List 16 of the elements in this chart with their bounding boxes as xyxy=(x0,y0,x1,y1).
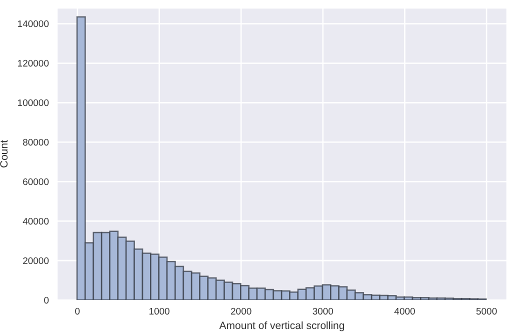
x-tick-label: 0 xyxy=(74,306,80,318)
y-tick-label: 0 xyxy=(44,295,49,306)
y-tick-label: 40000 xyxy=(22,216,49,228)
y-tick-label: 120000 xyxy=(17,58,49,70)
x-tick-label: 4000 xyxy=(394,306,416,318)
y-tick-label: 100000 xyxy=(17,98,49,110)
x-tick-label: 2000 xyxy=(230,306,252,318)
y-tick-label: 140000 xyxy=(17,19,49,30)
y-tick-label: 60000 xyxy=(22,176,49,188)
x-tick-label: 1000 xyxy=(148,306,170,318)
x-axis-title: Amount of vertical scrolling xyxy=(219,320,345,332)
x-tick-label: 5000 xyxy=(476,306,498,318)
y-tick-label: 20000 xyxy=(22,256,49,267)
x-tick-label: 3000 xyxy=(312,306,334,318)
y-axis-title: Count xyxy=(0,140,11,168)
y-tick-label: 80000 xyxy=(22,138,49,149)
